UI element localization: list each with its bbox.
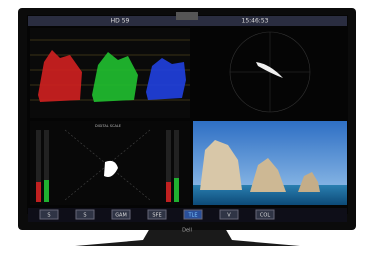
page: HD 59 15:46:53 DIGITAL SCALE bbox=[0, 0, 373, 253]
toolbar-button-label: S bbox=[47, 213, 50, 219]
brand-logo: Dell bbox=[182, 228, 192, 234]
toolbar-button-label: V bbox=[227, 213, 231, 219]
toolbar-button-label: GAM bbox=[115, 213, 127, 219]
scope-label: DIGITAL SCALE bbox=[95, 124, 121, 128]
toolbar-button-label: S bbox=[83, 213, 86, 219]
waveform-panel bbox=[30, 28, 190, 118]
format-label: HD 59 bbox=[111, 18, 130, 25]
audio-scope-panel: DIGITAL SCALE bbox=[30, 121, 190, 205]
monitor-photo: HD 59 15:46:53 DIGITAL SCALE bbox=[0, 0, 373, 253]
toolbar-button-label: COL bbox=[260, 213, 270, 219]
vectorscope-panel bbox=[193, 28, 347, 118]
toolbar-button-label: SFE bbox=[152, 213, 161, 219]
toolbar-button-label: TLE bbox=[188, 213, 198, 219]
sensor bbox=[176, 12, 198, 20]
time-label: 15:46:53 bbox=[242, 18, 269, 25]
picture-panel bbox=[193, 121, 347, 205]
